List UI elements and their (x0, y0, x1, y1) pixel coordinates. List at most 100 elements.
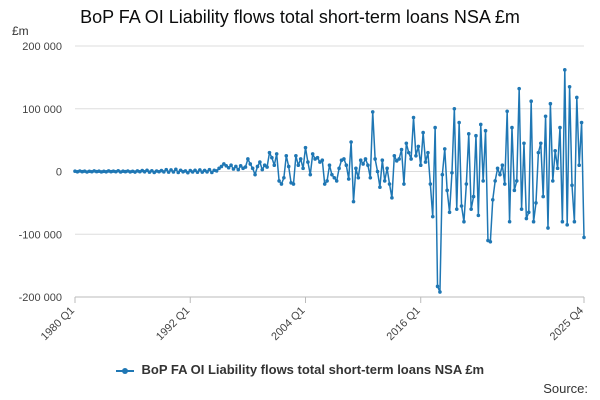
data-point[interactable] (438, 290, 442, 294)
data-point[interactable] (193, 168, 197, 173)
data-point[interactable] (164, 167, 169, 172)
data-point[interactable] (390, 196, 394, 200)
data-point[interactable] (308, 172, 313, 177)
data-point[interactable] (457, 120, 461, 125)
data-point[interactable] (382, 179, 387, 183)
data-point[interactable] (298, 157, 303, 161)
data-point[interactable] (332, 175, 337, 180)
data-point[interactable] (171, 170, 176, 174)
data-point[interactable] (495, 166, 500, 171)
data-point[interactable] (198, 168, 202, 172)
data-point[interactable] (466, 132, 471, 136)
data-point[interactable] (543, 114, 548, 119)
data-point[interactable] (498, 172, 502, 177)
data-point[interactable] (546, 226, 550, 230)
data-point[interactable] (344, 163, 349, 168)
data-point[interactable] (414, 154, 418, 158)
data-point[interactable] (253, 172, 257, 177)
data-point[interactable] (512, 188, 517, 193)
data-point[interactable] (531, 219, 536, 224)
data-point[interactable] (258, 160, 262, 164)
data-point[interactable] (435, 284, 440, 289)
data-point[interactable] (274, 152, 279, 156)
data-point[interactable] (174, 167, 178, 172)
data-point[interactable] (510, 125, 514, 130)
data-point[interactable] (358, 158, 363, 162)
data-point[interactable] (416, 144, 421, 149)
data-point[interactable] (507, 219, 512, 224)
data-point[interactable] (219, 164, 224, 169)
data-point[interactable] (538, 141, 543, 146)
data-point[interactable] (558, 125, 562, 130)
data-point[interactable] (236, 167, 241, 172)
data-point[interactable] (562, 68, 567, 72)
data-point[interactable] (322, 182, 327, 186)
data-point[interactable] (250, 166, 255, 171)
data-point[interactable] (334, 179, 339, 183)
data-point[interactable] (560, 219, 565, 224)
data-point[interactable] (277, 179, 281, 183)
data-point[interactable] (378, 185, 382, 189)
data-point[interactable] (471, 194, 476, 199)
data-point[interactable] (447, 210, 452, 215)
data-point[interactable] (375, 169, 380, 174)
data-point[interactable] (483, 128, 488, 133)
data-point[interactable] (385, 166, 389, 171)
data-point[interactable] (380, 158, 385, 162)
data-point[interactable] (514, 179, 519, 183)
data-point[interactable] (207, 167, 212, 172)
data-point[interactable] (310, 152, 315, 156)
data-point[interactable] (526, 210, 531, 215)
data-point[interactable] (522, 141, 526, 146)
data-point[interactable] (176, 170, 181, 175)
data-point[interactable] (426, 150, 430, 155)
data-point[interactable] (162, 170, 166, 174)
data-point[interactable] (572, 219, 577, 224)
data-point[interactable] (262, 163, 267, 168)
data-point[interactable] (337, 166, 341, 171)
data-point[interactable] (433, 125, 437, 130)
data-point[interactable] (565, 223, 569, 227)
data-point[interactable] (255, 164, 260, 169)
data-point[interactable] (368, 175, 373, 180)
data-point[interactable] (517, 86, 521, 91)
data-point[interactable] (186, 170, 190, 175)
data-point[interactable] (529, 99, 533, 104)
data-point[interactable] (459, 204, 464, 208)
data-point[interactable] (421, 130, 425, 135)
data-point[interactable] (541, 194, 545, 199)
data-point[interactable] (243, 165, 248, 169)
data-point[interactable] (474, 133, 478, 138)
data-point[interactable] (469, 207, 473, 211)
data-point[interactable] (445, 188, 449, 193)
data-point[interactable] (342, 157, 346, 161)
data-point[interactable] (536, 150, 541, 155)
data-point[interactable] (226, 165, 231, 170)
data-point[interactable] (315, 155, 320, 160)
data-point[interactable] (351, 199, 356, 204)
data-point[interactable] (284, 154, 289, 158)
data-point[interactable] (387, 182, 392, 186)
data-point[interactable] (231, 167, 236, 171)
data-point[interactable] (169, 168, 173, 172)
data-point[interactable] (579, 120, 584, 125)
data-point[interactable] (296, 163, 301, 168)
data-point[interactable] (428, 182, 433, 186)
data-point[interactable] (505, 109, 509, 114)
data-point[interactable] (397, 157, 401, 161)
data-point[interactable] (493, 179, 497, 183)
data-point[interactable] (325, 179, 329, 183)
data-point[interactable] (534, 201, 538, 205)
data-point[interactable] (272, 163, 277, 168)
data-point[interactable] (462, 219, 466, 224)
data-point[interactable] (440, 172, 445, 177)
data-point[interactable] (392, 154, 397, 158)
legend[interactable]: BoP FA OI Liability flows total short-te… (0, 362, 600, 377)
data-point[interactable] (404, 141, 409, 146)
data-point[interactable] (402, 182, 406, 186)
data-point[interactable] (320, 158, 325, 162)
data-point[interactable] (478, 122, 483, 127)
data-point[interactable] (555, 166, 560, 171)
data-point[interactable] (210, 170, 214, 175)
data-point[interactable] (409, 157, 413, 161)
